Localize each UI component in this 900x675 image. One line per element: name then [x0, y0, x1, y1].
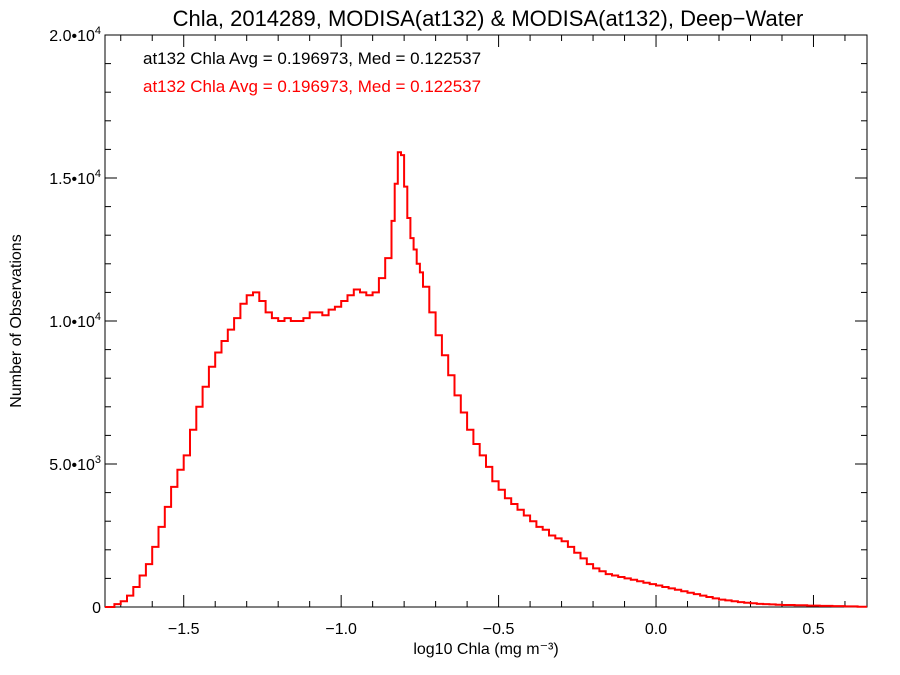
- axis-tick-labels: −1.5 −1.0 −0.5 0.0 0.5 0 5.0•103 1.0•104 1.5•104…: [49, 25, 824, 638]
- x-tick-label: 0.0: [645, 621, 667, 638]
- y-tick-label: 2.0•104: [49, 25, 101, 45]
- x-tick-label: −0.5: [483, 621, 515, 638]
- x-tick-label: −1.0: [325, 621, 357, 638]
- y-tick-label: 1.5•104: [49, 168, 101, 188]
- x-tick-label: −1.5: [168, 621, 200, 638]
- legend-entry-red: at132 Chla Avg = 0.196973, Med = 0.12253…: [143, 77, 481, 96]
- histogram-series-line: [105, 151, 867, 608]
- y-tick-label: 5.0•103: [49, 454, 101, 474]
- y-tick-label: 0: [92, 600, 101, 617]
- y-tick-label: 1.0•104: [49, 311, 101, 331]
- plot-frame: [104, 34, 868, 608]
- x-tick-label: 0.5: [802, 621, 824, 638]
- y-axis-title: Number of Observations: [8, 234, 25, 407]
- legend-entry-black: at132 Chla Avg = 0.196973, Med = 0.12253…: [143, 49, 481, 68]
- chart-title: Chla, 2014289, MODISA(at132) & MODISA(at…: [173, 6, 804, 31]
- x-axis-title: log10 Chla (mg m⁻³): [413, 641, 558, 658]
- axis-ticks: [105, 34, 867, 608]
